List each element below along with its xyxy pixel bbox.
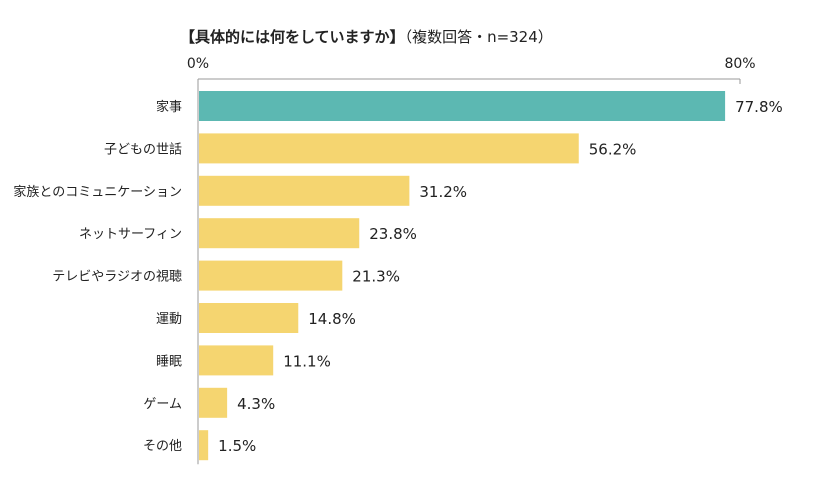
bar [199, 218, 360, 249]
bar [199, 91, 726, 121]
category-label: 家事 [156, 99, 182, 115]
bar [199, 303, 299, 333]
category-label: テレビやラジオの視聴 [52, 270, 182, 285]
chart-title-wrap: 【具体的には何をしていますか】（複数回答・n=324） [180, 26, 553, 47]
category-label: 子どもの世話 [104, 141, 182, 157]
data-label: 21.3% [352, 268, 400, 286]
category-label: 運動 [156, 312, 182, 327]
data-label: 4.3% [237, 395, 275, 413]
bar [199, 175, 410, 206]
data-label: 14.8% [308, 310, 356, 328]
bar [199, 133, 579, 164]
category-label: ネットサーフィン [79, 227, 182, 242]
category-label: 睡眠 [156, 354, 182, 369]
bar [199, 345, 274, 376]
data-label: 56.2% [589, 140, 637, 158]
data-label: 31.2% [419, 183, 467, 201]
labels-layer: 家事 77.8% 子どもの世話 56.2% 家族とのコミュニケーション 31.2% ネットサ… [13, 98, 782, 455]
bars-layer [199, 91, 726, 461]
chart-subtitle: （複数回答・n=324） [404, 28, 553, 46]
category-label: 家族とのコミュニケーション [13, 184, 182, 200]
category-label: ゲーム [143, 397, 182, 412]
axis-layer: 0% 80% [187, 56, 756, 465]
chart-title: 【具体的には何をしていますか】 [180, 28, 405, 46]
x-tick-label: 80% [724, 56, 755, 72]
data-label: 23.8% [369, 225, 417, 243]
bar [199, 387, 228, 418]
bar [199, 260, 343, 291]
data-label: 1.5% [218, 437, 256, 455]
data-label: 11.1% [283, 352, 331, 370]
data-label: 77.8% [735, 98, 783, 116]
x-tick-label: 0% [187, 56, 209, 72]
bar [199, 430, 209, 461]
category-label: その他 [143, 439, 182, 454]
